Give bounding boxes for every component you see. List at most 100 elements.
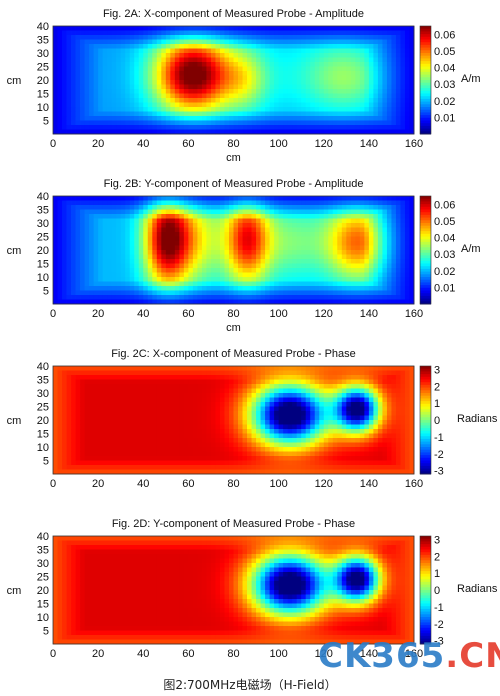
heatmap-cell: [174, 200, 180, 206]
heatmap-cell: [111, 411, 117, 416]
heatmap-cell: [143, 205, 149, 210]
heatmap-cell: [364, 84, 370, 90]
heatmap-cell: [310, 116, 316, 121]
heatmap-cell: [129, 125, 135, 130]
heatmap-cell: [409, 295, 415, 300]
heatmap-cell: [332, 268, 338, 273]
heatmap-cell: [409, 286, 415, 291]
heatmap-cell: [359, 272, 365, 278]
heatmap-cell: [111, 295, 117, 300]
heatmap-cell: [364, 209, 370, 215]
heatmap-cell: [305, 286, 311, 291]
heatmap-cell: [355, 295, 361, 300]
heatmap-cell: [71, 245, 76, 251]
heatmap-cell: [256, 388, 261, 394]
heatmap-cell: [301, 393, 307, 398]
heatmap-cell: [314, 227, 320, 233]
heatmap-cell: [215, 241, 221, 246]
heatmap-cell: [71, 116, 76, 121]
heatmap-cell: [138, 39, 144, 45]
heatmap-cell: [242, 93, 248, 99]
heatmap-cell: [409, 388, 415, 394]
heatmap-cell: [328, 57, 334, 63]
heatmap-cell: [111, 125, 117, 130]
heatmap-cell: [319, 415, 325, 421]
heatmap-cell: [71, 236, 76, 242]
heatmap-cell: [102, 236, 108, 242]
heatmap-cell: [337, 290, 343, 296]
heatmap-cell: [219, 379, 225, 385]
heatmap-cell: [350, 48, 356, 54]
heatmap-cell: [377, 227, 383, 233]
heatmap-cell: [120, 259, 126, 264]
heatmap-cell: [224, 125, 230, 130]
heatmap-cell: [404, 30, 410, 36]
heatmap-cell: [206, 375, 212, 380]
heatmap-cell: [265, 107, 270, 112]
heatmap-cell: [332, 116, 338, 121]
heatmap-cell: [219, 209, 225, 215]
heatmap-cell: [319, 93, 325, 99]
heatmap-cell: [120, 227, 126, 233]
heatmap-cell: [147, 26, 153, 31]
heatmap-cell: [125, 53, 131, 58]
heatmap-cell: [233, 263, 239, 269]
heatmap-cell: [75, 35, 81, 40]
heatmap-cell: [373, 62, 379, 67]
heatmap-cell: [89, 250, 95, 255]
heatmap-cell: [233, 209, 239, 215]
heatmap-cell: [192, 290, 198, 296]
heatmap-cell: [125, 107, 131, 112]
heatmap-cell: [319, 75, 325, 81]
heatmap-cell: [62, 241, 67, 246]
heatmap-cell: [75, 245, 81, 251]
heatmap-cell: [382, 80, 388, 85]
heatmap-cell: [84, 196, 90, 201]
heatmap-cell: [395, 281, 401, 287]
heatmap-cell: [219, 214, 225, 219]
heatmap-cell: [323, 245, 329, 251]
colorbar-step: [420, 66, 431, 70]
heatmap-cell: [197, 39, 203, 45]
heatmap-cell: [314, 98, 320, 103]
heatmap-cell: [188, 196, 194, 201]
heatmap-cell: [269, 415, 275, 421]
heatmap-cell: [125, 393, 131, 398]
heatmap-cell: [215, 254, 221, 260]
heatmap-cell: [89, 299, 95, 305]
heatmap-cell: [161, 250, 167, 255]
heatmap-cell: [120, 209, 126, 215]
heatmap-cell: [143, 125, 149, 130]
heatmap-cell: [219, 227, 225, 233]
heatmap-cell: [265, 379, 270, 385]
heatmap-cell: [183, 80, 189, 85]
heatmap-cell: [147, 223, 153, 228]
heatmap-cell: [66, 129, 72, 135]
heatmap-cell: [391, 218, 397, 224]
heatmap-cell: [201, 397, 207, 403]
heatmap-cell: [400, 286, 406, 291]
heatmap-cell: [260, 196, 266, 201]
heatmap-cell: [138, 236, 144, 242]
heatmap-cell: [251, 290, 257, 296]
heatmap-cell: [116, 30, 122, 36]
heatmap-cell: [251, 125, 257, 130]
heatmap-cell: [102, 218, 108, 224]
heatmap-cell: [296, 263, 302, 269]
heatmap-cell: [53, 268, 58, 273]
heatmap-cell: [129, 102, 135, 108]
heatmap-cell: [233, 250, 239, 255]
heatmap-cell: [62, 223, 67, 228]
heatmap-cell: [301, 406, 307, 412]
heatmap-cell: [359, 388, 365, 394]
heatmap-cell: [107, 236, 113, 242]
heatmap-cell: [260, 245, 266, 251]
heatmap-cell: [120, 80, 126, 85]
heatmap-cell: [319, 35, 325, 40]
colorbar-step: [420, 241, 431, 246]
heatmap-cell: [292, 39, 298, 45]
heatmap-cell: [350, 232, 356, 237]
heatmap-cell: [120, 71, 126, 76]
heatmap-cell: [156, 393, 162, 398]
heatmap-cell: [296, 286, 302, 291]
